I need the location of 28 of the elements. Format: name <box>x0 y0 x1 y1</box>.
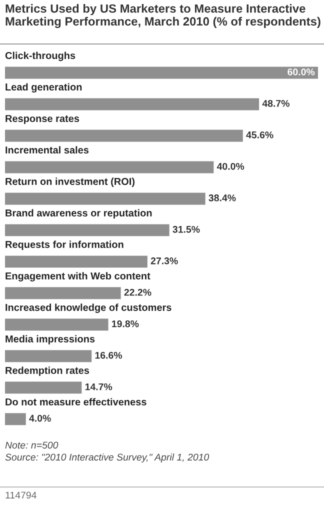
data-label: 16.6% <box>95 352 122 359</box>
y-tick-label: Response rates <box>6 115 80 124</box>
y-tick-label: Return on investment (ROI) <box>6 178 135 187</box>
chart-title: Metrics Used by US Marketers to Measure Interactive Marketing Performance, March 2010 (% of respondents) <box>6 4 320 28</box>
data-label: 48.7% <box>262 100 290 107</box>
source-note: Source: "2010 Interactive Survey," April 1, 2010 <box>5 453 210 463</box>
data-label: 14.7% <box>85 383 112 390</box>
text: Note: n=500 <box>5 442 58 449</box>
y-tick-label: Engagement with Web content <box>6 272 150 282</box>
data-label: 45.6% <box>246 131 274 138</box>
text: 114794 <box>6 492 36 499</box>
y-tick-label: Redemption rates <box>6 366 90 376</box>
data-label: 40.0% <box>216 162 244 170</box>
data-label: 27.3% <box>150 257 178 264</box>
y-tick-label: Click-throughs <box>5 52 76 62</box>
data-label: 38.4% <box>208 194 236 202</box>
y-tick-label: Incremental sales <box>6 146 89 154</box>
y-tick-label: Increased knowledge of customers <box>6 304 172 313</box>
y-tick-label: Brand awareness or reputation <box>6 209 152 218</box>
y-tick-label: Lead generation <box>6 83 82 93</box>
data-label: 4.0% <box>29 414 51 422</box>
data-label: 22.2% <box>124 288 152 296</box>
data-label: 31.5% <box>172 226 200 233</box>
data-label: 19.8% <box>112 320 139 328</box>
data-label: 60.0% <box>288 68 315 76</box>
y-tick-label: Do not measure effectiveness <box>6 398 146 406</box>
y-tick-label: Requests for information <box>6 240 124 250</box>
y-tick-label: Media impressions <box>6 335 95 344</box>
